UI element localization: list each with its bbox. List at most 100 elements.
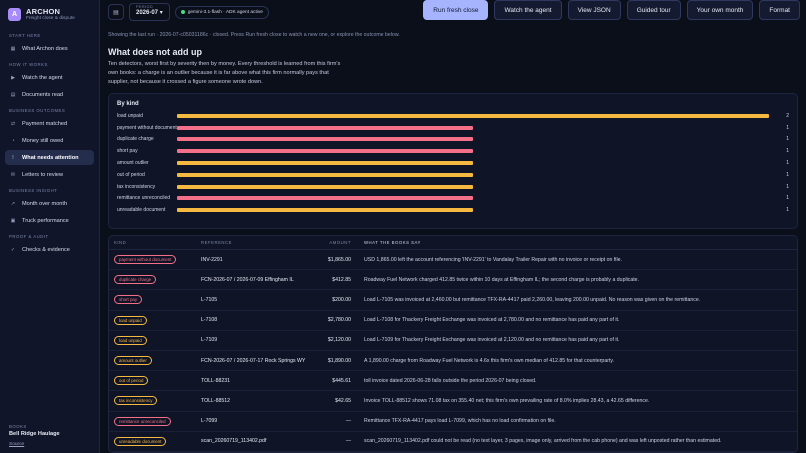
source-link[interactable]: Source (9, 442, 25, 447)
your-own-month-button[interactable]: Your own month (686, 0, 754, 20)
sidebar-item-documents-read[interactable]: ▤ Documents read (5, 87, 94, 102)
chart-track (177, 184, 769, 189)
chart-row: unreadable document 1 (117, 204, 789, 216)
watch-the-agent-button[interactable]: Watch the agent (494, 0, 562, 20)
chart-title: By kind (117, 101, 139, 107)
reference-cell: TOLL-88512 (201, 397, 231, 404)
sidebar-item-label: Documents read (22, 91, 64, 98)
sidebar-item-what-archon-does[interactable]: ▦ What Archon does (5, 41, 94, 56)
action-buttons: Run fresh close Watch the agent View JSON G… (423, 0, 800, 20)
chart-bar (177, 196, 473, 201)
findings-table: KIND REFERENCE AMOUNT WHAT THE BOOKS SAY… (108, 235, 798, 453)
reference-cell: INV-2291 (201, 256, 223, 263)
amount-cell: — (345, 438, 351, 445)
table-row[interactable]: tax inconsistency TOLL-88512 $42.65 Invoice… (109, 391, 797, 412)
kind-badge: short pay (114, 295, 143, 305)
kind-cell: remittance unreconciled (109, 416, 196, 426)
table-row[interactable]: load unpaid L-7109 $2,120.00 Load L-7109 fo… (109, 331, 797, 351)
chart-bar (177, 113, 769, 118)
chart-category-label: load unpaid (117, 112, 143, 119)
link-icon: ⇄ (10, 120, 16, 127)
menu-button[interactable]: ▤ (108, 4, 124, 20)
period-select[interactable]: PERIOD 2026-07 ▾ (129, 3, 170, 21)
page-title: What does not add up (108, 47, 202, 57)
chart-track (177, 149, 769, 154)
table-row[interactable]: short pay L-7105 $200.00 Load L-7105 was in… (109, 290, 797, 311)
chart-category-label: out of period (117, 171, 145, 178)
amount-cell: $42.65 (335, 397, 351, 404)
chart-value-label: 1 (786, 124, 789, 131)
kind-cell: unreadable document (109, 436, 196, 446)
kind-badge: amount outlier (114, 356, 152, 366)
table-header: KIND REFERENCE AMOUNT WHAT THE BOOKS SAY (109, 236, 797, 250)
main-content: ▤ PERIOD 2026-07 ▾ gemini-3.1-flash · AD… (100, 0, 806, 453)
view-json-button[interactable]: View JSON (567, 0, 621, 20)
run-hint: Showing the last run · 2026-07-c05031186… (108, 32, 400, 38)
chart-category-label: amount outlier (117, 160, 149, 167)
sidebar-item-payment-matched[interactable]: ⇄ Payment matched (5, 116, 94, 131)
sidebar-item-money-still-owed[interactable]: ◔ Money still owed (5, 133, 94, 148)
table-row[interactable]: out of period TOLL-88231 $445.61 toll invoi… (109, 371, 797, 392)
amount-cell: $1,890.00 (327, 357, 351, 364)
chart-track (177, 137, 769, 142)
menu-icon: ▤ (113, 9, 119, 16)
sidebar-item-label: What needs attention (22, 154, 79, 161)
table-row[interactable]: payment without document INV-2291 $1,865.0… (109, 250, 797, 271)
reference-cell: L-7108 (201, 317, 218, 324)
chart-bar (177, 149, 473, 154)
sidebar-item-month-over-month[interactable]: ↗ Month over month (5, 196, 94, 211)
play-icon: ▶ (11, 74, 15, 81)
period-value: 2026-07 (136, 10, 159, 16)
books-say-cell: Remittance TFX-RA-4417 pays load L-7099,… (364, 418, 556, 425)
chart-track (177, 161, 769, 166)
sidebar-footer: BOOKS Bell Ridge Haulage Source (9, 424, 60, 447)
amount-cell: $200.00 (332, 296, 351, 303)
chart-value-label: 2 (786, 112, 789, 119)
table-row[interactable]: amount outlier FCN-2026-07 / 2026-07-17 R… (109, 351, 797, 372)
sidebar-item-label: Watch the agent (22, 74, 63, 81)
sidebar-item-letters-to-review[interactable]: ✉ Letters to review (5, 167, 94, 182)
chart-row: tax inconsistency 1 (117, 181, 789, 193)
sidebar-section-title: BUSINESS INSIGHT (9, 188, 58, 193)
chart-rows: load unpaid 2 payment without document 1 dup… (117, 110, 789, 216)
sidebar-nav: START HERE ▦ What Archon does HOW IT WORKS ▶… (5, 33, 94, 257)
sidebar-section-title: START HERE (9, 33, 41, 38)
check-icon: ✓ (10, 246, 16, 253)
chart-track (177, 113, 769, 118)
reference-cell: FCN-2026-07 / 2026-07-09 Effingham IL (201, 276, 294, 283)
chart-bar (177, 184, 473, 189)
table-row[interactable]: remittance unreconciled L-7099 — Remittance… (109, 412, 797, 432)
chart-row: load unpaid 2 (117, 110, 789, 122)
page-description: Ten detectors, worst first by severity t… (108, 61, 341, 85)
chart-category-label: short pay (117, 148, 138, 155)
kind-badge: payment without document (114, 255, 177, 265)
guided-tour-button[interactable]: Guided tour (626, 0, 681, 20)
table-row[interactable]: unreadable document scan_20260719_113402.… (109, 432, 797, 452)
sidebar-section-title: BUSINESS OUTCOMES (9, 108, 66, 113)
chart-category-label: tax inconsistency (117, 183, 156, 190)
sidebar-item-what-needs-attention[interactable]: ! What needs attention (5, 150, 94, 165)
kind-badge: unreadable document (114, 436, 167, 446)
sidebar-item-watch-the-agent[interactable]: ▶ Watch the agent (5, 70, 94, 85)
table-row[interactable]: duplicate charge FCN-2026-07 / 2026-07-09… (109, 270, 797, 291)
chart-bar (177, 161, 473, 166)
books-say-cell: USD 1,865.00 left the account referencin… (364, 256, 622, 263)
sidebar-item-label: Truck performance (22, 217, 69, 224)
sidebar-section-title: PROOF & AUDIT (9, 234, 49, 239)
grid-icon: ▦ (10, 45, 16, 52)
chart-row: out of period 1 (117, 169, 789, 181)
table-row[interactable]: load unpaid L-7108 $2,780.00 Load L-7108 fo… (109, 311, 797, 331)
trend-icon: ↗ (10, 200, 16, 207)
chart-value-label: 1 (786, 207, 789, 214)
clock-icon: ◔ (11, 137, 15, 144)
format-button[interactable]: Format (759, 0, 800, 20)
sidebar-item-truck-performance[interactable]: ▣ Truck performance (5, 213, 94, 228)
brand: A ARCHON Freight close & dispute (5, 7, 94, 21)
amount-cell: $445.61 (332, 377, 351, 384)
books-say-cell: Roadway Fuel Network charged 412.85 twic… (364, 276, 640, 283)
sidebar-item-checks-evidence[interactable]: ✓ Checks & evidence (5, 242, 94, 257)
run-fresh-close-button[interactable]: Run fresh close (423, 0, 489, 20)
period-label: PERIOD (136, 5, 153, 9)
brand-subtitle: Freight close & dispute (26, 16, 75, 21)
header-reference: REFERENCE (201, 240, 233, 245)
